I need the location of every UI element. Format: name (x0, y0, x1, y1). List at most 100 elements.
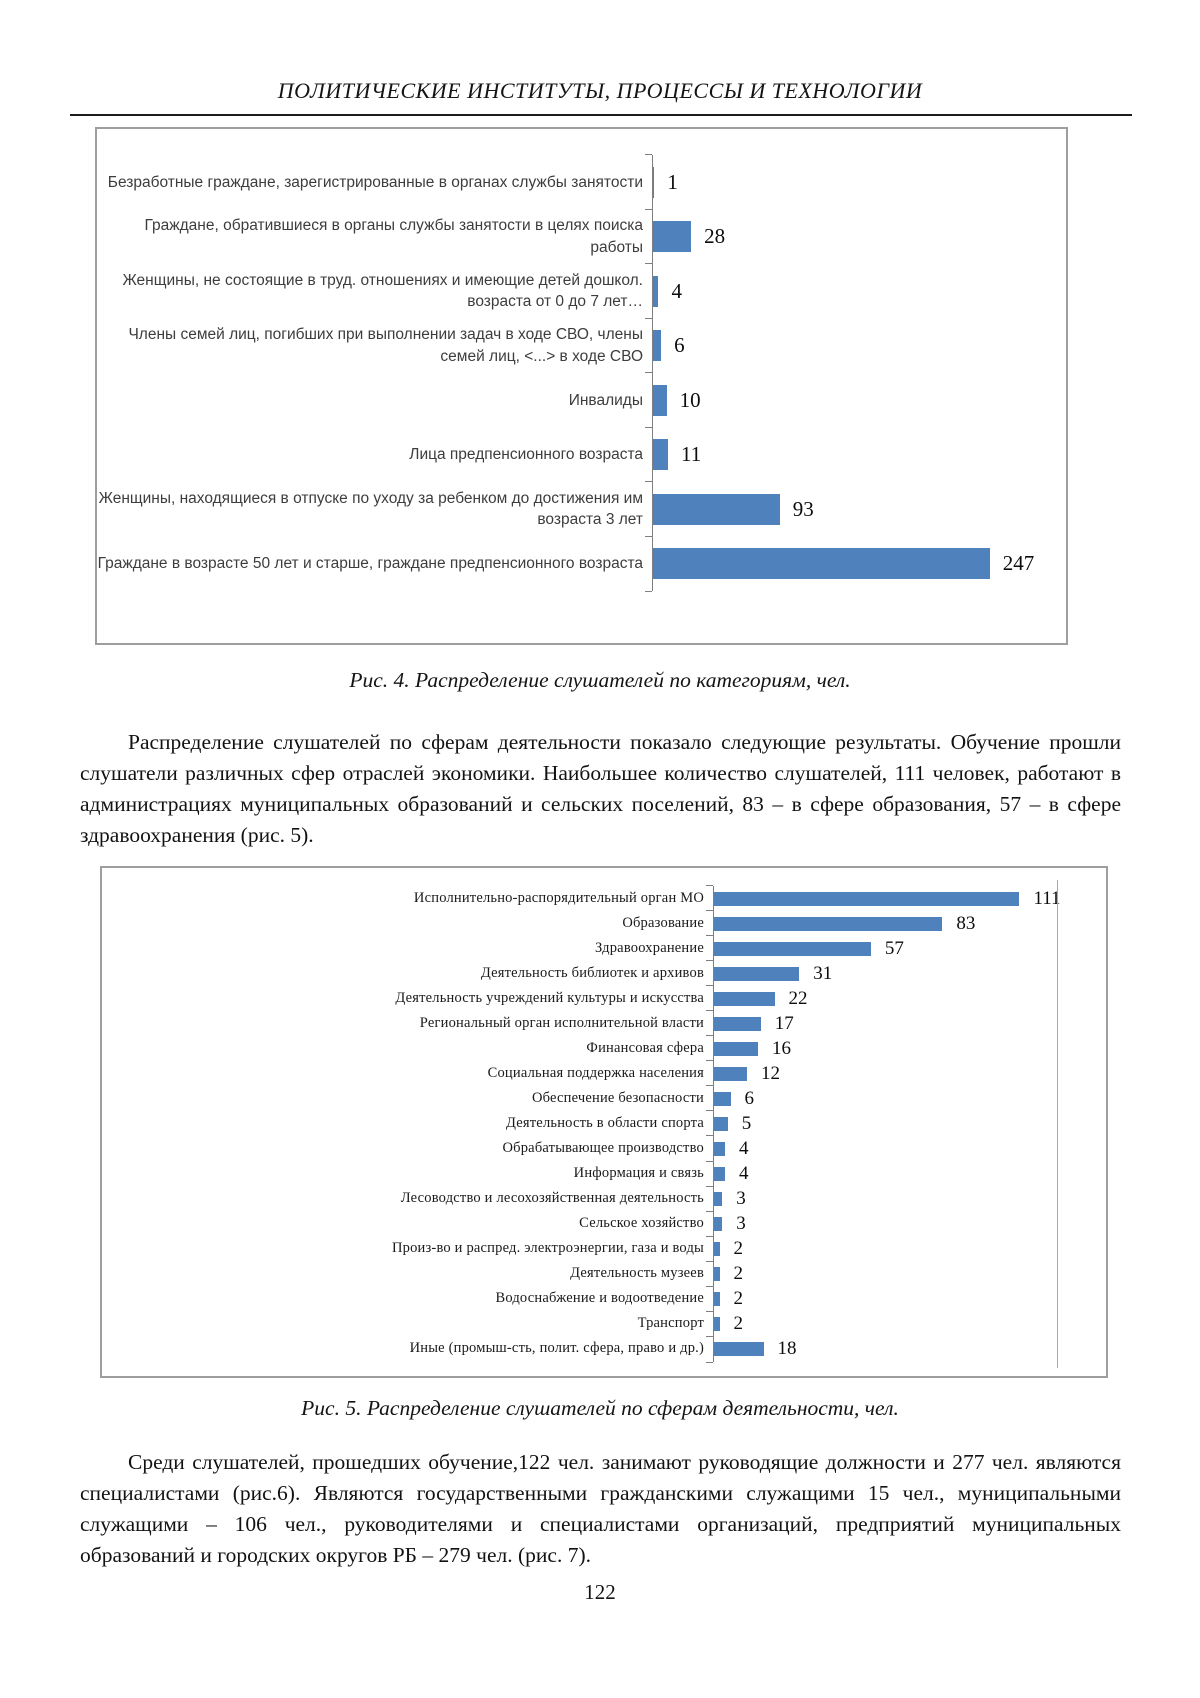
category-label: Транспорт (637, 1315, 704, 1332)
chart-row: Деятельность учреждений культуры и искус… (102, 985, 1058, 1012)
category-plot: 31 (706, 960, 1058, 987)
chart-row: Инвалиды 10 (97, 372, 1062, 428)
bar (714, 1116, 728, 1131)
category-plot: 57 (706, 935, 1058, 962)
page-number: 122 (584, 1580, 616, 1604)
chart-row: Образование 83 (102, 910, 1058, 937)
category-label: Лесоводство и лесохозяйственная деятельн… (400, 1190, 704, 1207)
value-label: 11 (680, 442, 702, 467)
value-label: 22 (788, 987, 808, 1009)
value-label: 10 (679, 387, 701, 412)
bar (714, 966, 800, 981)
chart-row: Региональный орган исполнительной власти… (102, 1010, 1058, 1037)
value-label: 5 (741, 1112, 752, 1134)
bar (714, 1292, 720, 1307)
category-label: Обеспечение безопасности (531, 1089, 704, 1106)
category-plot: 2 (706, 1285, 1058, 1312)
bar (653, 493, 780, 525)
value-label: 4 (739, 1137, 749, 1159)
category-plot: 6 (706, 1085, 1058, 1112)
category-label: Лица предпенсионного возраста (409, 446, 643, 464)
bar (714, 1217, 723, 1232)
bar (653, 330, 662, 362)
section-header: ПОЛИТИЧЕСКИЕ ИНСТИТУТЫ, ПРОЦЕССЫ И ТЕХНО… (277, 78, 923, 103)
category-label: Сельское хозяйство (579, 1215, 704, 1232)
bar (653, 275, 659, 307)
bar (653, 384, 667, 416)
chart-row: Произ-во и распред. электроэнергии, газа… (102, 1235, 1058, 1262)
chart-row: Обеспечение безопасности 6 (102, 1085, 1058, 1112)
value-label: 6 (744, 1087, 755, 1109)
chart-row: Здравоохранение 57 (102, 935, 1058, 962)
category-plot: 4 (706, 1135, 1058, 1162)
category-plot: 28 (645, 208, 1062, 264)
category-label: Деятельность музеев (570, 1265, 704, 1282)
bar (714, 891, 1020, 906)
category-label: Иные (промыш-сть, полит. сфера, право и … (409, 1340, 704, 1357)
chart-row: Лесоводство и лесохозяйственная деятельн… (102, 1185, 1058, 1212)
bar (714, 991, 775, 1006)
value-label: 4 (739, 1163, 749, 1185)
bar (653, 439, 668, 471)
bar (653, 548, 990, 580)
value-label: 6 (674, 333, 685, 358)
bar (714, 1342, 764, 1357)
category-plot: 4 (706, 1160, 1058, 1187)
bar (714, 1317, 720, 1332)
category-plot: 1 (645, 154, 1062, 210)
figure5-caption: Рис. 5. Распределение слушателей по сфер… (301, 1396, 899, 1420)
chart-row: Финансовая сфера 16 (102, 1035, 1058, 1062)
chart-row: Деятельность музеев 2 (102, 1260, 1058, 1287)
bar (714, 1242, 720, 1257)
bar (714, 1192, 723, 1207)
value-label: 93 (792, 496, 814, 521)
bar (714, 1141, 725, 1156)
category-label: Здравоохранение (595, 939, 704, 956)
category-plot: 2 (706, 1310, 1058, 1337)
bar (714, 1066, 748, 1081)
value-label: 28 (704, 224, 726, 249)
category-plot: 10 (645, 372, 1062, 428)
bar (714, 1167, 725, 1182)
figure4-caption: Рис. 4. Распределение слушателей по кате… (349, 668, 851, 692)
figure4-bar-chart: Безработные граждане, зарегистрированные… (95, 127, 1068, 645)
category-plot: 11 (645, 426, 1062, 482)
category-plot: 4 (645, 263, 1062, 319)
bar (714, 1016, 761, 1031)
category-label: Граждане в возрасте 50 лет и старше, гра… (97, 555, 643, 573)
chart-row: Сельское хозяйство 3 (102, 1210, 1058, 1237)
bar (714, 1041, 759, 1056)
category-label: Безработные граждане, зарегистрированные… (107, 173, 643, 191)
category-label: Финансовая сфера (586, 1039, 704, 1056)
category-plot: 93 (645, 481, 1062, 537)
value-label: 2 (733, 1313, 744, 1335)
category-label: Члены семей лиц, погибших при выполнении… (128, 326, 643, 365)
category-plot: 22 (706, 985, 1058, 1012)
category-plot: 3 (706, 1210, 1058, 1237)
value-label: 1 (667, 169, 678, 194)
category-plot: 17 (706, 1010, 1058, 1037)
category-label: Граждане, обратившиеся в органы службы з… (144, 217, 644, 256)
bar (714, 916, 943, 931)
category-plot: 2 (706, 1260, 1058, 1287)
figure5-bar-chart: Исполнительно-распорядительный орган МО 1… (100, 866, 1108, 1378)
paragraph-2: Среди слушателей, прошедших обучение,122… (80, 1450, 1121, 1567)
category-plot: 18 (706, 1335, 1058, 1363)
chart-row: Члены семей лиц, погибших при выполнении… (97, 317, 1062, 373)
bar (714, 1267, 720, 1282)
value-label: 83 (956, 912, 976, 934)
chart-row: Деятельность в области спорта 5 (102, 1110, 1058, 1137)
category-label: Женщины, находящиеся в отпуске по уходу … (98, 489, 643, 529)
value-label: 2 (733, 1238, 744, 1260)
bar (653, 166, 655, 198)
value-label: 3 (736, 1188, 746, 1210)
category-plot: 6 (645, 317, 1062, 373)
category-label: Деятельность в области спорта (506, 1114, 704, 1131)
category-plot: 12 (706, 1060, 1058, 1087)
category-plot: 111 (706, 884, 1061, 912)
value-label: 31 (813, 962, 833, 984)
chart-row: Деятельность библиотек и архивов 31 (102, 960, 1058, 987)
category-label: Водоснабжение и водоотведение (495, 1290, 704, 1307)
value-label: 4 (671, 278, 682, 303)
